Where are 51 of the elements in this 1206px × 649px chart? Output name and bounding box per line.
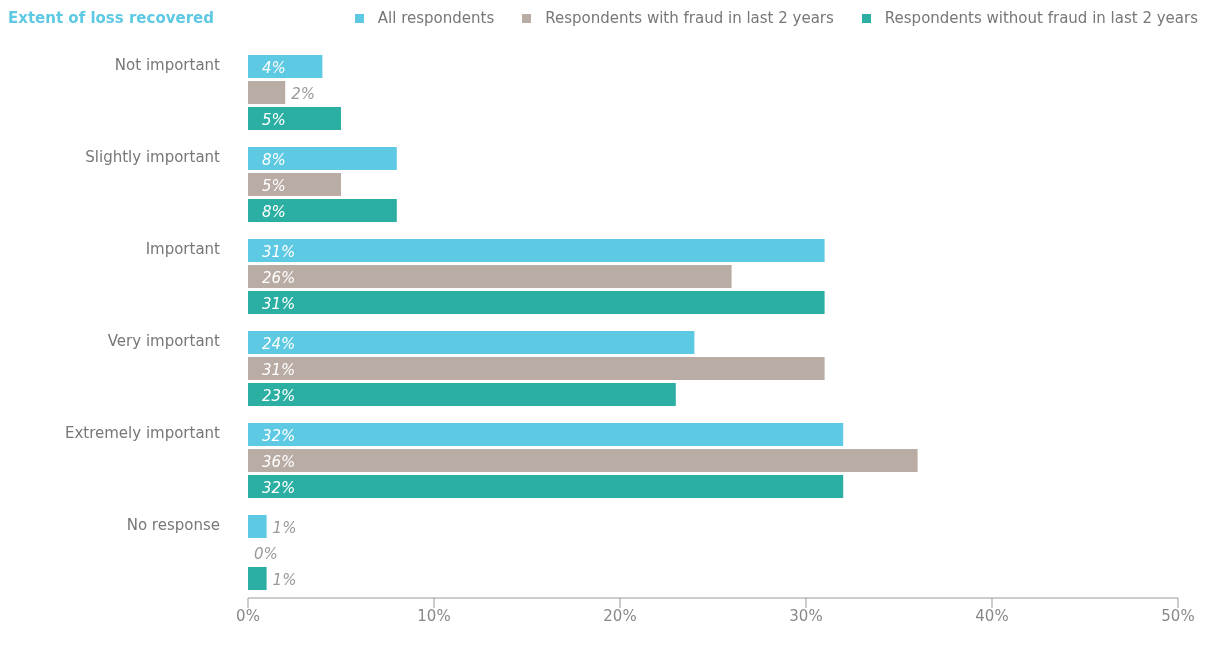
data-label: 31% [262,294,296,313]
bar [248,55,323,78]
bar [248,515,267,538]
data-label: 8% [262,150,286,169]
bar [248,357,825,380]
data-label: 32% [262,478,296,497]
legend-label: Respondents without fraud in last 2 years [884,9,1198,27]
bar [248,265,732,288]
bar [248,449,918,472]
x-tick-label: 40% [975,606,1009,625]
legend-label: All respondents [377,9,495,27]
bar [248,147,397,170]
data-label: 5% [262,176,286,195]
data-label: 1% [272,518,297,537]
y-tick-label: Very important [107,332,221,350]
data-label: 31% [262,242,296,261]
x-tick-label: 30% [789,606,823,625]
bar [248,107,341,130]
data-label: 32% [262,426,296,445]
text: Extent of loss recovered [8,9,214,27]
data-label: 26% [262,268,296,287]
bar [248,81,286,104]
data-label: 24% [262,334,296,353]
y-tick-label: No response [126,516,220,534]
data-label: 4% [262,58,286,77]
data-label: 1% [272,570,297,589]
x-tick-label: 0% [236,606,260,625]
data-label: 8% [262,202,286,221]
bar [248,383,676,406]
x-tick-label: 10% [417,606,451,625]
data-label: 5% [262,110,286,129]
data-label: 0% [254,544,278,563]
data-label: 2% [291,84,315,103]
bar [248,173,341,196]
data-label: 31% [262,360,296,379]
bar [248,291,825,314]
data-label: 23% [262,386,296,405]
bar [248,423,844,446]
data-label: 36% [262,452,296,471]
legend-label: Respondents with fraud in last 2 years [545,9,834,27]
x-tick-label: 20% [603,606,637,625]
y-tick-label: Slightly important [85,148,221,166]
y-tick-label: Extremely important [64,424,221,442]
bar [248,567,267,590]
bar [248,239,825,262]
x-tick-label: 50% [1161,606,1195,625]
bar [248,475,844,498]
bar [248,331,695,354]
y-tick-label: Important [145,240,221,258]
y-tick-label: Not important [114,56,221,74]
bar [248,199,397,222]
